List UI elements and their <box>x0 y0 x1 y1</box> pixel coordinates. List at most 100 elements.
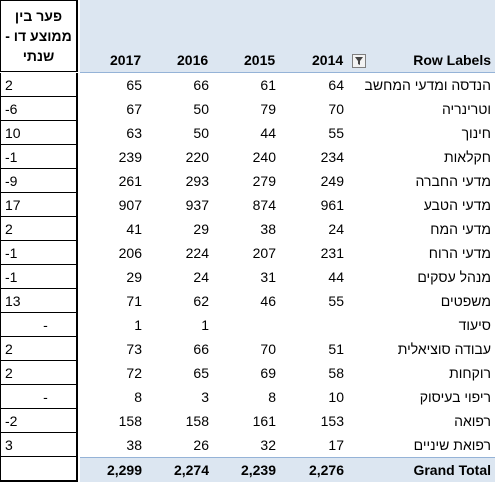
table-row[interactable]: 41 29 38 24 מדעי המח <box>80 217 495 241</box>
cell-2016[interactable]: 220 <box>185 149 209 165</box>
row-label[interactable]: רפואה <box>454 413 491 429</box>
row-label[interactable]: חינוך <box>461 125 491 141</box>
table-row[interactable]: 239 220 240 234 חקלאות <box>80 145 495 169</box>
cell-2017[interactable]: 72 <box>126 365 142 381</box>
grand-total-label[interactable]: Grand Total <box>413 462 491 478</box>
cell-2017[interactable]: 29 <box>126 269 142 285</box>
difference-cell[interactable]: - <box>0 385 78 409</box>
cell-2014[interactable]: 10 <box>328 389 344 405</box>
cell-2016[interactable]: 24 <box>193 269 209 285</box>
table-row[interactable]: 67 50 79 70 וטרינריה <box>80 97 495 121</box>
difference-cell[interactable]: 2 <box>0 361 78 385</box>
cell-2015[interactable]: 32 <box>260 437 276 453</box>
cell-2016[interactable]: 29 <box>193 221 209 237</box>
cell-2014[interactable]: 70 <box>328 101 344 117</box>
cell-2016[interactable]: 3 <box>201 389 209 405</box>
cell-2014[interactable]: 58 <box>328 365 344 381</box>
row-label[interactable]: הנדסה ומדעי המחשב <box>364 77 491 93</box>
cell-2015[interactable]: 207 <box>252 245 276 261</box>
cell-2015[interactable]: 79 <box>260 101 276 117</box>
difference-cell[interactable]: 2 <box>0 337 78 361</box>
cell-2015[interactable]: 874 <box>252 197 276 213</box>
cell-2014[interactable]: 231 <box>320 245 344 261</box>
cell-2014[interactable] <box>288 313 344 337</box>
cell-2014[interactable]: 249 <box>320 173 344 189</box>
table-row[interactable]: 907 937 874 961 מדעי הטבע <box>80 193 495 217</box>
column-header-2015[interactable]: 2015 <box>244 52 276 68</box>
cell-2016[interactable]: 26 <box>193 437 209 453</box>
difference-cell[interactable]: 2 <box>0 73 78 97</box>
cell-2017[interactable]: 65 <box>126 77 142 93</box>
row-label[interactable]: מדעי המח <box>430 221 491 237</box>
difference-cell[interactable]: -6 <box>0 97 78 121</box>
cell-2017[interactable]: 239 <box>118 149 142 165</box>
grand-total-2017[interactable]: 2,299 <box>106 462 142 478</box>
cell-2015[interactable]: 69 <box>260 365 276 381</box>
difference-cell[interactable] <box>0 457 78 482</box>
cell-2014[interactable]: 961 <box>320 197 344 213</box>
cell-2014[interactable]: 234 <box>320 149 344 165</box>
difference-column-header[interactable]: פער בין ממוצע דו - שנתי <box>0 0 78 72</box>
difference-cell[interactable]: 10 <box>0 121 78 145</box>
cell-2016[interactable]: 293 <box>185 173 209 189</box>
row-label[interactable]: ריפוי בעיסוק <box>419 389 491 405</box>
cell-2015[interactable]: 44 <box>260 125 276 141</box>
cell-2015[interactable]: 161 <box>252 413 276 429</box>
table-row[interactable]: 71 62 46 55 משפטים <box>80 289 495 313</box>
difference-cell[interactable]: -2 <box>0 409 78 433</box>
table-row[interactable]: 206 224 207 231 מדעי הרוח <box>80 241 495 265</box>
cell-2015[interactable]: 8 <box>268 389 276 405</box>
row-label[interactable]: משפטים <box>440 293 491 309</box>
table-row[interactable]: 29 24 31 44 מנהל עסקים <box>80 265 495 289</box>
cell-2014[interactable]: 51 <box>328 341 344 357</box>
grand-total-2015[interactable]: 2,239 <box>240 462 276 478</box>
cell-2015[interactable]: 46 <box>260 293 276 309</box>
table-row[interactable]: 73 66 70 51 עבודה סוציאלית <box>80 337 495 361</box>
row-label[interactable]: רוקחות <box>449 365 491 381</box>
cell-2015[interactable]: 38 <box>260 221 276 237</box>
table-row[interactable]: 38 26 32 17 רפואת שיניים <box>80 433 495 457</box>
cell-2017[interactable]: 907 <box>118 197 142 213</box>
table-row[interactable]: 65 66 61 64 הנדסה ומדעי המחשב <box>80 73 495 97</box>
row-labels-filter-button[interactable] <box>352 54 366 68</box>
cell-2017[interactable]: 158 <box>118 413 142 429</box>
cell-2015[interactable]: 31 <box>260 269 276 285</box>
cell-2014[interactable]: 55 <box>328 293 344 309</box>
difference-cell[interactable]: - <box>0 313 78 337</box>
cell-2016[interactable]: 50 <box>193 125 209 141</box>
difference-cell[interactable]: -1 <box>0 145 78 169</box>
difference-cell[interactable]: 3 <box>0 433 78 457</box>
cell-2015[interactable]: 61 <box>260 77 276 93</box>
table-row[interactable]: 8 3 8 10 ריפוי בעיסוק <box>80 385 495 409</box>
cell-2016[interactable]: 1 <box>201 317 209 333</box>
cell-2017[interactable]: 63 <box>126 125 142 141</box>
row-label[interactable]: עבודה סוציאלית <box>397 341 491 357</box>
row-label[interactable]: מדעי החברה <box>415 173 491 189</box>
cell-2014[interactable]: 64 <box>328 77 344 93</box>
table-row[interactable]: 63 50 44 55 חינוך <box>80 121 495 145</box>
cell-2017[interactable]: 261 <box>118 173 142 189</box>
row-labels-header[interactable]: Row Labels <box>413 52 491 68</box>
difference-cell[interactable]: -1 <box>0 265 78 289</box>
cell-2017[interactable]: 8 <box>134 389 142 405</box>
cell-2016[interactable]: 66 <box>193 77 209 93</box>
cell-2016[interactable]: 224 <box>185 245 209 261</box>
cell-2016[interactable]: 65 <box>193 365 209 381</box>
cell-2015[interactable]: 240 <box>252 149 276 165</box>
difference-cell[interactable]: 13 <box>0 289 78 313</box>
cell-2014[interactable]: 55 <box>328 125 344 141</box>
row-label[interactable]: מדעי הטבע <box>423 197 491 213</box>
cell-2016[interactable]: 66 <box>193 341 209 357</box>
row-label[interactable]: מנהל עסקים <box>417 269 491 285</box>
cell-2015[interactable]: 70 <box>260 341 276 357</box>
cell-2017[interactable]: 41 <box>126 221 142 237</box>
difference-cell[interactable]: 2 <box>0 217 78 241</box>
cell-2014[interactable]: 44 <box>328 269 344 285</box>
grand-total-row[interactable]: 2,299 2,274 2,239 2,276 Grand Total <box>80 457 495 482</box>
cell-2017[interactable]: 67 <box>126 101 142 117</box>
cell-2014[interactable]: 153 <box>320 413 344 429</box>
row-label[interactable]: וטרינריה <box>441 101 491 117</box>
cell-2017[interactable]: 206 <box>118 245 142 261</box>
cell-2016[interactable]: 937 <box>185 197 209 213</box>
grand-total-2014[interactable]: 2,276 <box>308 462 344 478</box>
